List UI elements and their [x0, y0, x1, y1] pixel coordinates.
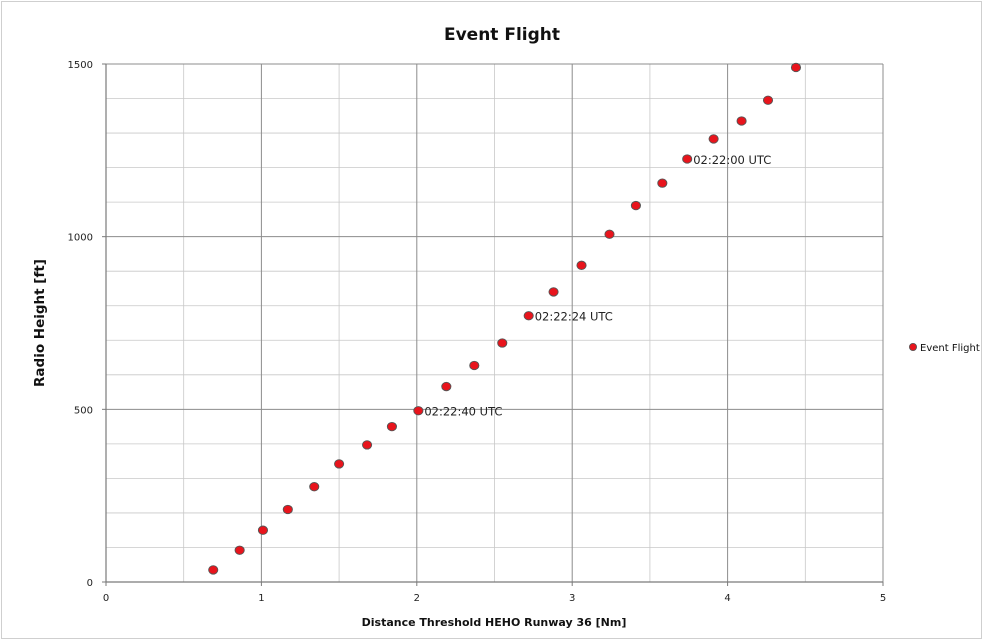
data-point	[441, 381, 452, 392]
data-point	[282, 504, 293, 515]
data-point	[604, 229, 615, 239]
x-tick-labels: 0 1 2 3 4 5	[103, 593, 886, 604]
data-point	[762, 95, 774, 105]
annotations: 02:22:40 UTC 02:22:24 UTC 02:22:00 UTC	[424, 153, 771, 419]
x-tick-label: 5	[880, 593, 886, 604]
major-grid	[106, 63, 884, 582]
x-tick-label: 1	[258, 593, 264, 604]
legend-entry-event-flight: Event Flight	[920, 343, 980, 354]
data-point	[208, 565, 219, 575]
data-point	[413, 406, 424, 416]
data-label-annotation: 02:22:00 UTC	[693, 153, 771, 167]
data-point	[497, 338, 508, 348]
y-axis-label: Radio Height [ft]	[32, 259, 48, 387]
data-point	[708, 134, 719, 144]
y-tick-label: 500	[74, 405, 93, 416]
legend: Event Flight	[909, 342, 980, 354]
data-label-annotation: 02:22:40 UTC	[424, 405, 502, 419]
data-point	[334, 459, 345, 469]
minor-grid	[106, 64, 883, 582]
data-point	[548, 287, 559, 297]
data-point	[790, 62, 802, 73]
y-tick-label: 1500	[68, 60, 93, 71]
data-points	[208, 62, 802, 575]
data-point	[469, 360, 480, 371]
legend-marker	[909, 342, 918, 351]
data-point	[386, 421, 397, 432]
data-point	[576, 260, 587, 270]
y-tick-labels: 0 500 1000 1500	[68, 60, 93, 589]
x-tick-label: 2	[414, 593, 420, 604]
data-point	[309, 482, 320, 492]
x-tick-label: 4	[724, 593, 730, 604]
x-tick-label: 3	[569, 593, 575, 604]
data-point	[362, 440, 373, 450]
data-point	[682, 154, 693, 164]
y-tick-label: 0	[87, 578, 93, 589]
x-axis-label: Distance Threshold HEHO Runway 36 [Nm]	[362, 616, 627, 629]
chart-title: Event Flight	[444, 25, 560, 45]
data-label-annotation: 02:22:24 UTC	[535, 310, 613, 324]
data-point	[736, 116, 747, 126]
y-tick-label: 1000	[68, 233, 93, 244]
data-point	[630, 200, 641, 211]
data-point	[234, 545, 245, 555]
x-tick-label: 0	[103, 593, 109, 604]
data-point	[257, 525, 269, 535]
data-point	[657, 178, 668, 188]
data-point	[523, 311, 534, 321]
axes	[102, 63, 884, 586]
